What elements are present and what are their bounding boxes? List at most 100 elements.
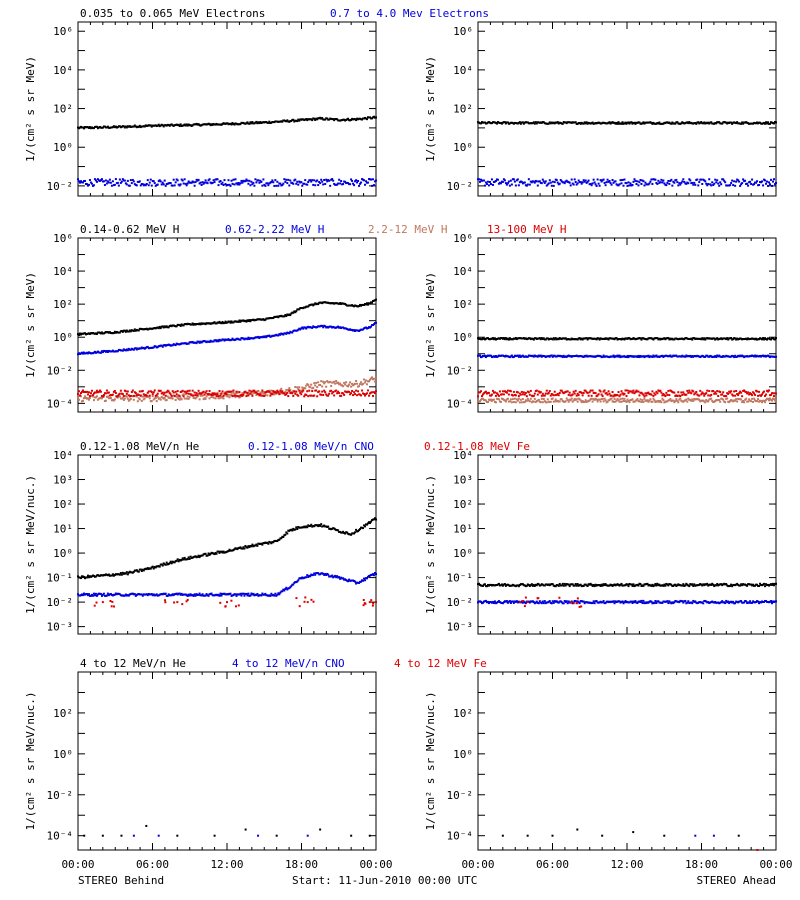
data-point [286,532,289,535]
data-point [754,393,757,396]
data-point [88,126,91,129]
data-point [159,327,162,330]
data-point [715,356,718,359]
data-point [253,184,256,187]
data-point [168,124,171,127]
data-point [678,398,681,401]
data-point [712,583,715,586]
data-point [263,183,266,186]
data-point [629,182,632,185]
data-point [290,585,293,588]
data-point [631,183,634,186]
data-point [180,558,183,561]
y-tick-label: 10⁴ [53,265,73,278]
data-point [613,338,616,341]
data-point [95,594,98,597]
data-point [367,303,370,306]
data-point [304,596,307,599]
data-point [494,180,497,183]
data-point [185,184,188,187]
data-point [129,330,132,333]
data-point [766,180,769,183]
data-point [226,601,228,604]
data-point [705,398,708,401]
data-point [325,385,328,388]
data-point [353,184,356,187]
data-point [253,389,256,392]
data-point [129,397,132,400]
data-point [141,183,144,186]
data-point [774,338,777,341]
data-point [132,329,135,332]
data-point [586,584,589,587]
data-point [258,181,261,184]
data-point [676,395,679,398]
data-point [342,183,345,186]
data-point [158,397,161,400]
data-point [251,394,254,397]
data-point [721,393,724,396]
data-point [681,180,684,183]
data-point [553,390,556,393]
data-point [630,583,633,586]
data-point [307,305,310,308]
data-point [83,395,86,398]
data-point [134,347,137,350]
data-point [767,184,770,187]
data-point [337,390,340,393]
data-point [316,179,319,182]
data-point [566,399,569,402]
data-point [224,183,227,186]
data-point [532,121,535,124]
data-point [714,355,717,358]
data-point [126,349,129,352]
data-point [114,178,117,181]
data-point [552,184,555,187]
data-point [478,180,481,183]
data-point [142,398,145,401]
data-point [135,184,138,187]
data-point [175,325,178,328]
data-point [760,400,763,403]
data-point [616,394,619,397]
data-point [116,350,119,353]
data-point [494,401,497,404]
data-point [660,178,663,181]
data-point [190,394,193,397]
data-point [353,391,356,394]
data-point [770,338,773,341]
data-point [596,178,599,181]
data-point [577,179,580,182]
data-point [363,524,366,527]
data-point [762,391,765,394]
data-point [520,180,523,183]
data-point [227,338,230,341]
data-point [275,391,278,394]
data-point [694,392,697,395]
data-point [491,183,494,186]
data-point [586,338,589,341]
data-point [702,338,705,341]
data-point [156,392,159,395]
data-point [77,593,79,596]
data-point [623,178,626,181]
data-point [233,392,236,395]
y-tick-label: 10⁴ [453,265,473,278]
data-point [157,123,160,126]
data-point [579,181,582,184]
data-point [574,389,577,392]
data-point [663,394,666,397]
data-point [582,179,585,182]
data-point [360,181,363,184]
data-point [610,183,613,186]
data-point [364,579,367,582]
data-point [516,391,519,394]
data-point [583,180,586,183]
data-point [481,393,484,396]
data-point [173,561,176,564]
data-point [329,184,332,187]
data-point [657,179,660,182]
data-point [727,338,730,341]
data-point [113,183,116,186]
